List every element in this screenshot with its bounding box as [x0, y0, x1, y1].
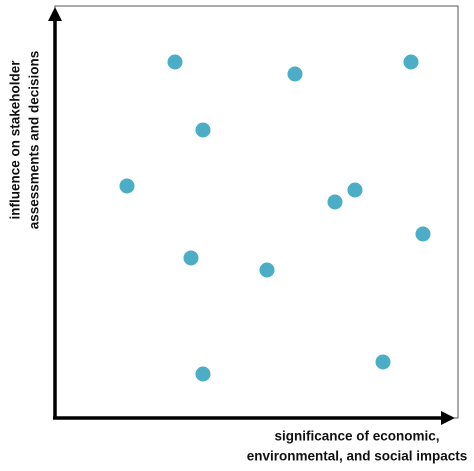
- data-point: [327, 194, 343, 210]
- x-axis-label: significance of economic,: [274, 429, 439, 444]
- y-axis-label: influence on stakeholder: [8, 60, 23, 220]
- data-point: [195, 366, 211, 382]
- data-point: [375, 354, 391, 370]
- data-point: [183, 250, 199, 266]
- x-axis-label: environmental, and social impacts: [247, 449, 468, 464]
- y-axis-label: assessments and decisions: [27, 51, 42, 230]
- data-point: [415, 226, 431, 242]
- data-point: [403, 54, 419, 70]
- data-point: [287, 66, 303, 82]
- data-point: [259, 262, 275, 278]
- data-point: [347, 182, 363, 198]
- data-point: [167, 54, 183, 70]
- data-point: [195, 122, 211, 138]
- plot-frame: [54, 5, 459, 419]
- data-point: [119, 178, 135, 194]
